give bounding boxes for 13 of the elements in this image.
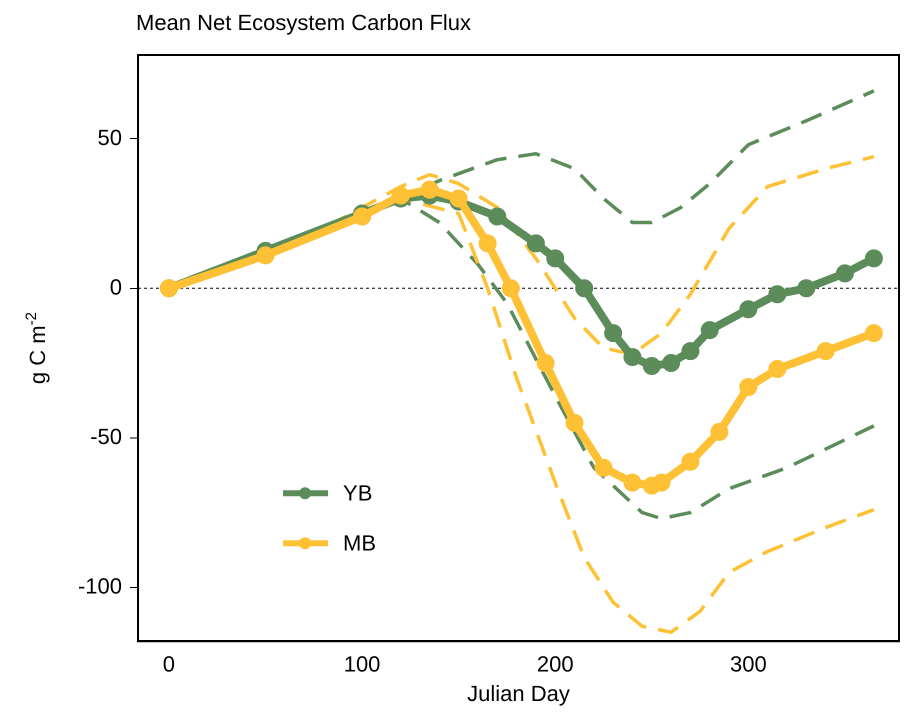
x-tick-label: 0	[162, 651, 176, 676]
x-tick-label: 200	[536, 651, 574, 676]
y-tick-label: -50	[90, 424, 122, 449]
y-tick-label: 50	[98, 124, 122, 150]
chart-title: Mean Net Ecosystem Carbon Flux	[136, 10, 472, 35]
legend-label: MB	[343, 530, 376, 556]
legend-label: YB	[343, 480, 372, 506]
x-axis-title: Julian Day	[467, 680, 570, 706]
y-axis-title: g C m-2	[23, 312, 50, 384]
y-tick-label: -100	[78, 573, 122, 598]
x-tick-label: 100	[344, 651, 380, 676]
x-tick-label: 300	[730, 651, 767, 676]
y-tick-label: 0	[110, 274, 122, 300]
